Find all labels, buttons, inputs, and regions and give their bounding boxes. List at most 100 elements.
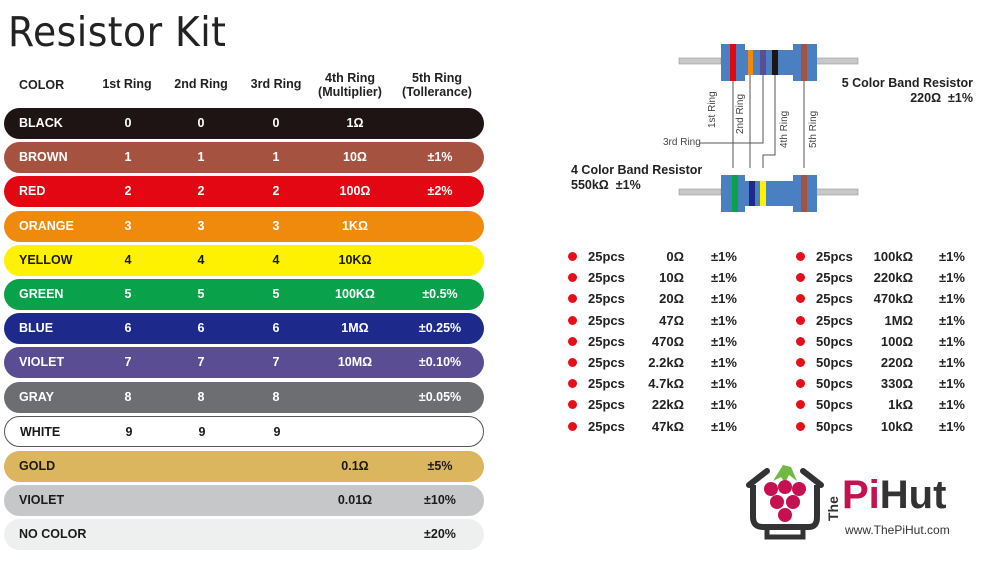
tolerance: ±0.25% bbox=[418, 321, 462, 335]
logo-url[interactable]: www.ThePiHut.com bbox=[845, 523, 950, 537]
resistor-diagram: 1st Ring 2nd Ring 3rd Ring 4th Ring 5th … bbox=[0, 0, 1001, 230]
multiplier: 1MΩ bbox=[341, 321, 369, 335]
ring3-digit: 8 bbox=[272, 390, 280, 404]
four-band-label: 4 Color Band Resistor 550kΩ ±1% bbox=[571, 163, 702, 193]
color-row-black: BLACK 0 0 0 1Ω bbox=[4, 108, 484, 139]
part-item: 25pcs 10Ω ±1% bbox=[568, 267, 758, 288]
color-name: VIOLET bbox=[19, 493, 65, 507]
part-item: 25pcs 0Ω ±1% bbox=[568, 246, 758, 267]
color-row-gold: GOLD 0.1Ω ±5% bbox=[4, 451, 484, 482]
multiplier: 0.01Ω bbox=[337, 493, 373, 507]
bullet-icon bbox=[796, 379, 805, 389]
color-name: GREEN bbox=[19, 287, 64, 301]
pihut-logo[interactable]: The PiHut www.ThePiHut.com bbox=[745, 455, 975, 545]
logo-brand-text: PiHut bbox=[842, 473, 947, 517]
ring2-digit: 4 bbox=[197, 253, 205, 267]
ring2-digit: 8 bbox=[197, 390, 205, 404]
color-table-header: COLOR 1st Ring 2nd Ring 3rd Ring 4th Rin… bbox=[0, 70, 490, 104]
ring-label-2: 2nd Ring bbox=[735, 93, 746, 134]
color-row-red: RED 2 2 2 100Ω ±2% bbox=[4, 176, 484, 207]
bullet-icon bbox=[568, 252, 577, 261]
color-name: BROWN bbox=[19, 150, 68, 164]
page-title: Resistor Kit bbox=[8, 8, 227, 56]
color-row-silver: VIOLET 0.01Ω ±10% bbox=[4, 485, 484, 516]
color-name: ORANGE bbox=[19, 219, 74, 233]
part-item: 50pcs 330Ω ±1% bbox=[796, 373, 986, 394]
ring3-digit: 1 bbox=[272, 150, 280, 164]
part-item: 25pcs 100kΩ ±1% bbox=[796, 246, 986, 267]
tolerance: ±0.10% bbox=[418, 355, 462, 369]
ring1-digit: 7 bbox=[124, 355, 132, 369]
color-row-gray: GRAY 8 8 8 ±0.05% bbox=[4, 382, 484, 413]
ring1-digit: 2 bbox=[124, 184, 132, 198]
four-band-resistor-icon bbox=[678, 175, 859, 212]
part-item: 50pcs 1kΩ ±1% bbox=[796, 394, 986, 415]
ring1-digit: 5 bbox=[124, 287, 132, 301]
ring2-digit: 1 bbox=[197, 150, 205, 164]
ring2-digit: 3 bbox=[197, 219, 205, 233]
parts-list-left: 25pcs 0Ω ±1% 25pcs 10Ω ±1% 25pcs 20Ω ±1% 25pcs… bbox=[568, 246, 758, 437]
ring1-digit: 4 bbox=[124, 253, 132, 267]
part-item: 25pcs 2.2kΩ ±1% bbox=[568, 352, 758, 373]
logo-brand: PiHut bbox=[842, 475, 946, 515]
ring-label-5: 5th Ring bbox=[808, 110, 819, 148]
part-item: 25pcs 4.7kΩ ±1% bbox=[568, 373, 758, 394]
bullet-icon bbox=[568, 273, 577, 283]
tolerance: ±1% bbox=[427, 150, 453, 164]
part-item: 25pcs 470kΩ ±1% bbox=[796, 288, 986, 309]
color-row-orange: ORANGE 3 3 3 1KΩ bbox=[4, 211, 484, 242]
five-band-title: 5 Color Band Resistor bbox=[841, 76, 973, 90]
ring1-digit: 8 bbox=[124, 390, 132, 404]
ring1-digit: 1 bbox=[124, 150, 132, 164]
part-item: 50pcs 100Ω ±1% bbox=[796, 331, 986, 352]
five-band-label: 5 Color Band Resistor 220Ω ±1% bbox=[833, 76, 973, 106]
ring-label-3: 3rd Ring bbox=[663, 137, 701, 148]
resistor-diagram-graphic bbox=[678, 44, 859, 212]
bullet-icon bbox=[568, 294, 577, 304]
part-item: 25pcs 22kΩ ±1% bbox=[568, 394, 758, 415]
multiplier: 10MΩ bbox=[337, 355, 373, 369]
ring-label-4: 4th Ring bbox=[779, 110, 790, 148]
color-name: GOLD bbox=[19, 459, 56, 473]
header-ring5-line1: 5th Ring bbox=[412, 71, 462, 85]
tolerance: ±0.5% bbox=[422, 287, 458, 301]
bullet-icon bbox=[796, 273, 805, 283]
color-row-yellow: YELLOW 4 4 4 10KΩ bbox=[4, 245, 484, 276]
header-ring4-line2: (Multiplier) bbox=[318, 85, 382, 99]
bullet-icon bbox=[796, 252, 805, 261]
header-ring1: 1st Ring bbox=[102, 77, 152, 91]
ring2-digit: 2 bbox=[197, 184, 205, 198]
bullet-icon bbox=[568, 379, 577, 389]
raspberry-house-icon bbox=[746, 465, 824, 540]
color-row-green: GREEN 5 5 5 100KΩ ±0.5% bbox=[4, 279, 484, 310]
tolerance: ±20% bbox=[424, 527, 456, 541]
five-band-value: 220Ω ±1% bbox=[910, 91, 973, 105]
header-ring4-line1: 4th Ring bbox=[325, 71, 375, 85]
ring1-digit: 6 bbox=[124, 321, 132, 335]
part-item: 50pcs 10kΩ ±1% bbox=[796, 416, 986, 437]
color-name: GRAY bbox=[19, 390, 54, 404]
color-name: BLUE bbox=[19, 321, 54, 335]
color-name: RED bbox=[19, 184, 46, 198]
ring3-digit: 3 bbox=[272, 219, 280, 233]
ring-label-1: 1st Ring bbox=[707, 91, 718, 128]
multiplier: 100Ω bbox=[339, 184, 371, 198]
ring3-digit: 4 bbox=[272, 253, 280, 267]
part-item: 25pcs 470Ω ±1% bbox=[568, 331, 758, 352]
color-row-no-color: NO COLOR ±20% bbox=[4, 519, 484, 550]
tolerance: ±2% bbox=[427, 184, 453, 198]
bullet-icon bbox=[796, 400, 805, 410]
multiplier: 10KΩ bbox=[338, 253, 372, 267]
header-ring5-line2: (Tollerance) bbox=[402, 85, 472, 99]
color-row-blue: BLUE 6 6 6 1MΩ ±0.25% bbox=[4, 313, 484, 344]
bullet-icon bbox=[568, 400, 577, 410]
ring1-digit: 3 bbox=[124, 219, 132, 233]
ring1-digit: 9 bbox=[125, 425, 133, 439]
ring2-digit: 9 bbox=[198, 425, 206, 439]
color-name: YELLOW bbox=[19, 253, 73, 267]
part-item: 25pcs 1MΩ ±1% bbox=[796, 310, 986, 331]
multiplier: 100KΩ bbox=[335, 287, 375, 301]
header-ring5: 5th Ring (Tollerance) bbox=[396, 71, 478, 99]
parts-list-right: 25pcs 100kΩ ±1% 25pcs 220kΩ ±1% 25pcs 470kΩ ±1… bbox=[796, 246, 986, 437]
ring3-digit: 9 bbox=[273, 425, 281, 439]
